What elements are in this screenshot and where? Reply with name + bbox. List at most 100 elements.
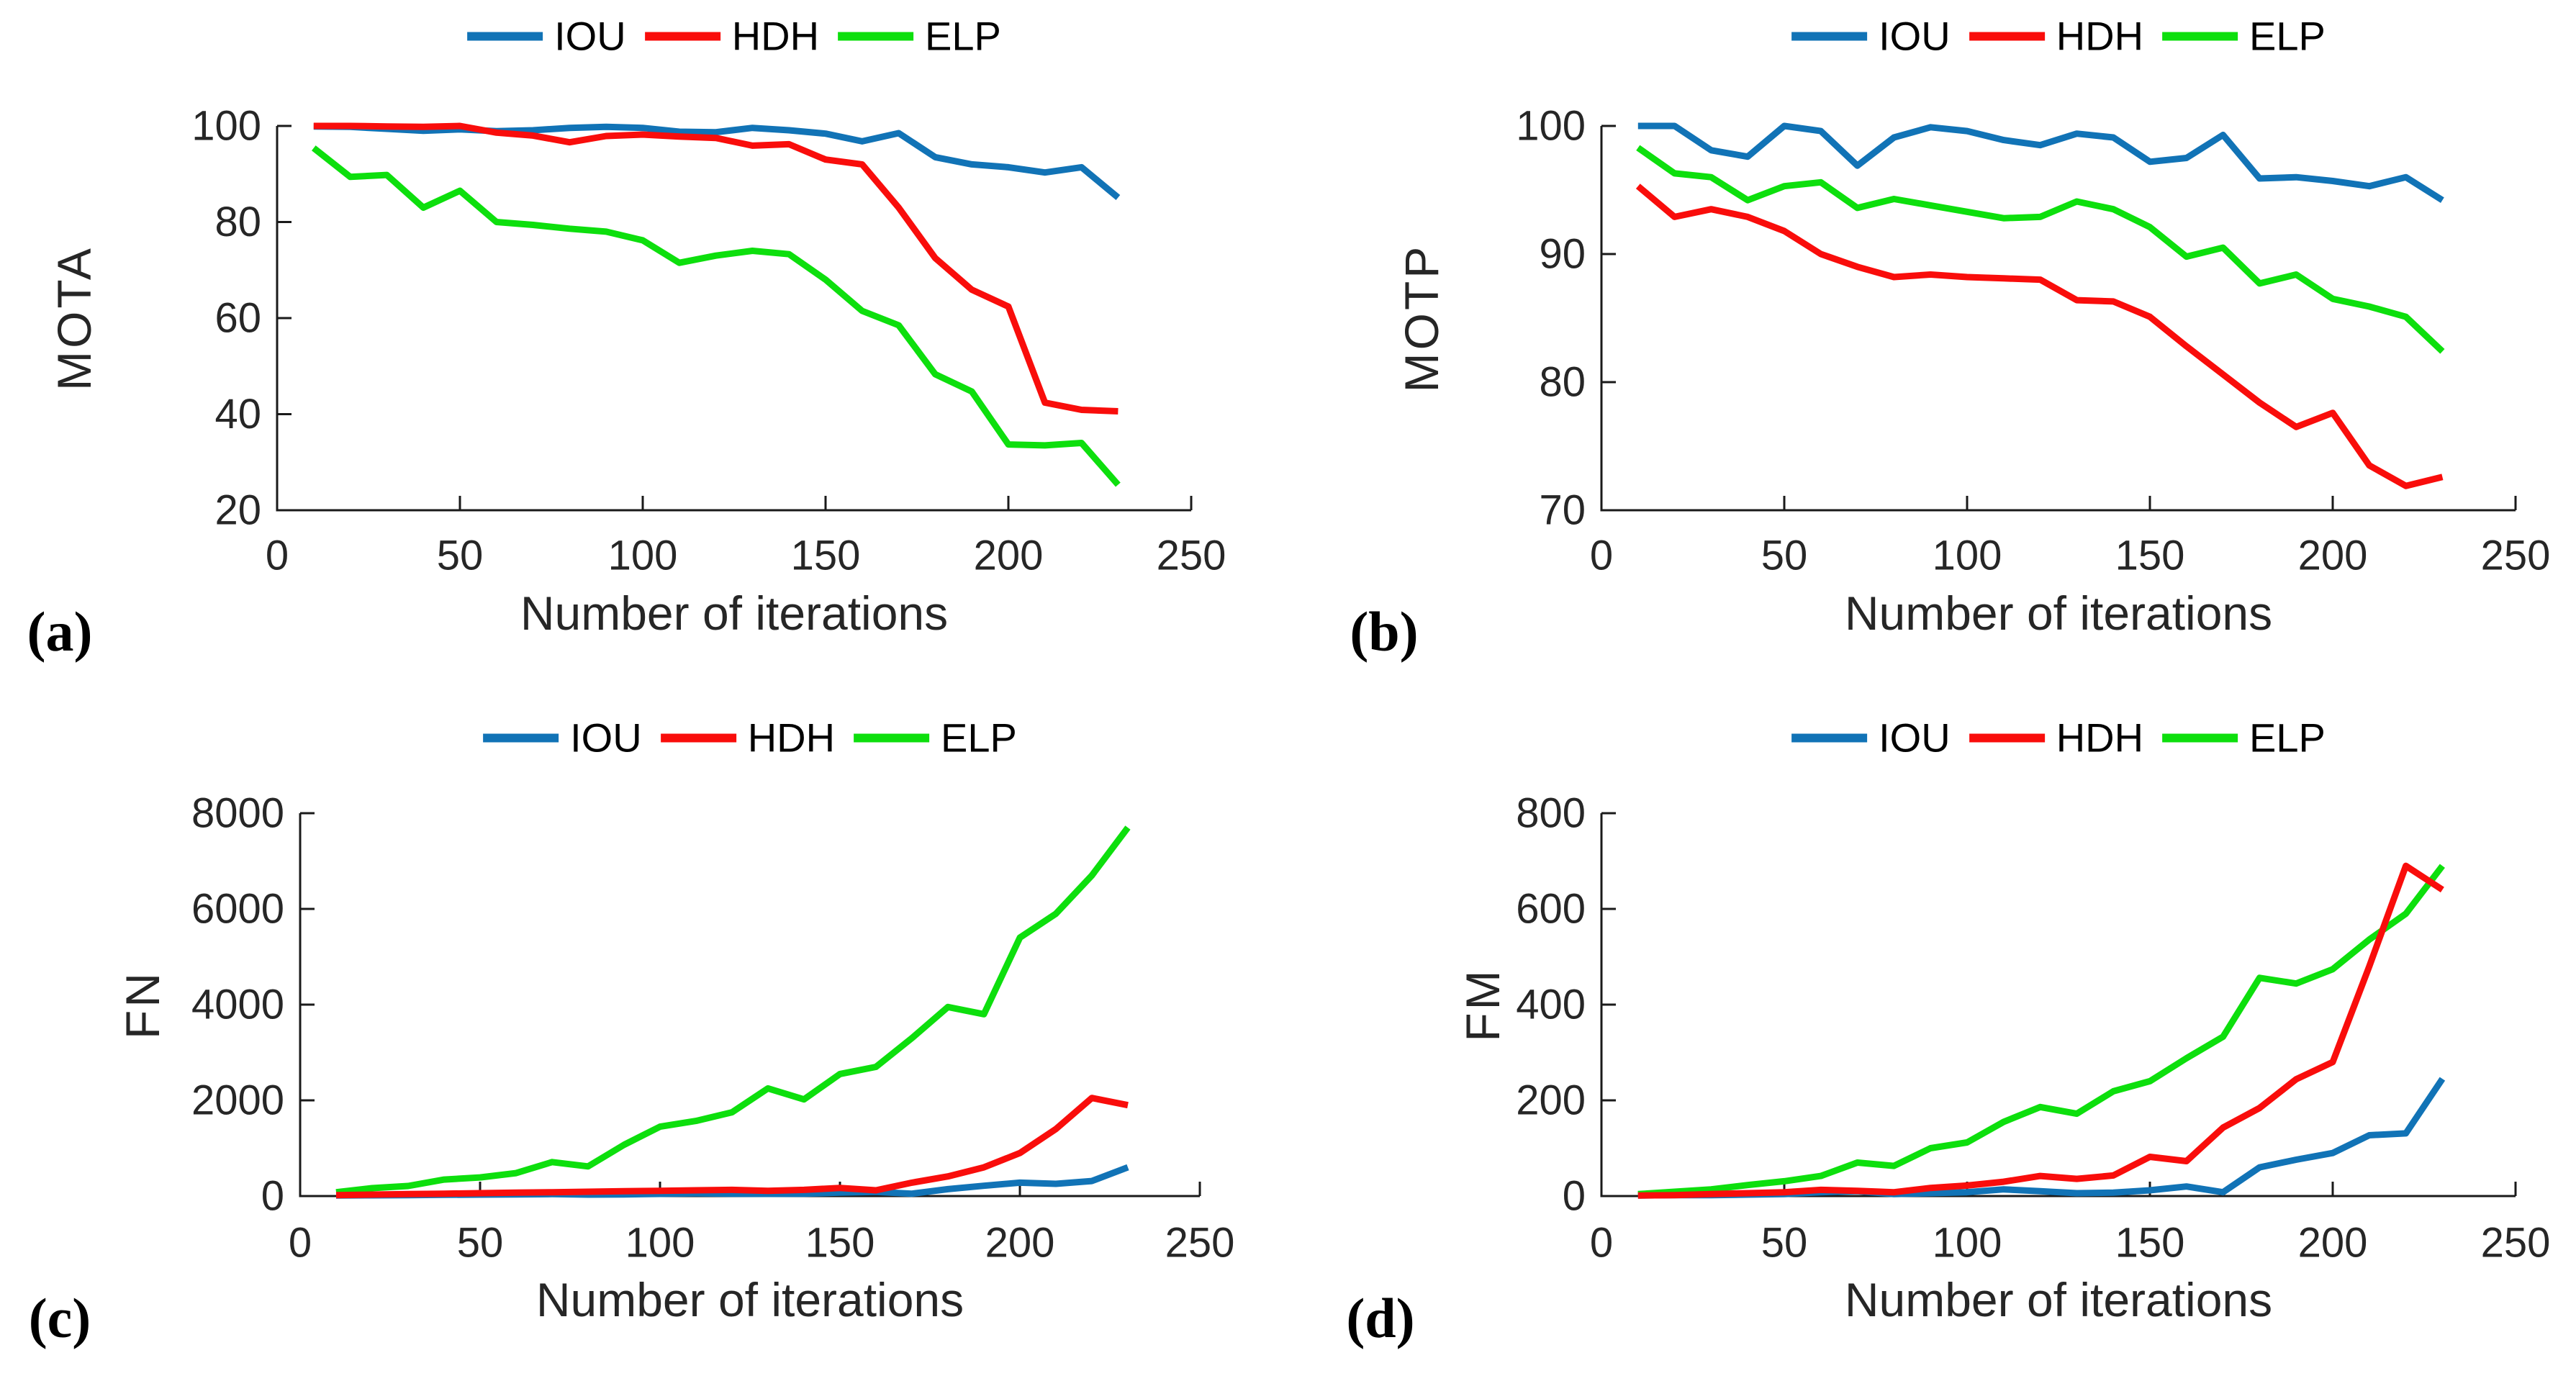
series-line-elp — [312, 145, 1121, 487]
y-axis-label: FM — [1456, 967, 1509, 1042]
legend-item-iou: IOU — [1791, 715, 1951, 761]
y-axis-tick-label: 100 — [1516, 103, 1586, 150]
series-line-hdh — [1637, 862, 2444, 1199]
y-axis-tick-label: 100 — [191, 103, 261, 150]
y-axis-tick-label: 600 — [1516, 886, 1586, 933]
x-axis-tick-label: 150 — [2115, 533, 2185, 579]
legend-item-elp: ELP — [2162, 715, 2326, 761]
x-axis-tick-label: 200 — [2298, 1220, 2368, 1267]
series-line-hdh — [1635, 184, 2444, 489]
y-axis-tick-label: 60 — [214, 295, 261, 342]
chart-legend: IOU HDH ELP — [483, 715, 1017, 761]
legend-label: IOU — [570, 715, 642, 761]
x-axis-tick-label: 50 — [437, 533, 484, 579]
x-axis-label: Number of iterations — [535, 1273, 964, 1326]
legend-item-hdh: HDH — [660, 715, 836, 761]
x-axis-tick-label: 250 — [2481, 533, 2551, 579]
legend-label: HDH — [731, 13, 820, 59]
legend-swatch-iou — [483, 733, 559, 742]
x-axis-tick-label: 100 — [1933, 1220, 2002, 1267]
legend-label: HDH — [747, 715, 836, 761]
panel-letter: (d) — [1346, 1287, 1415, 1349]
x-axis-label: Number of iterations — [1844, 1273, 2273, 1326]
legend-label: ELP — [2249, 715, 2326, 761]
legend-swatch-hdh — [644, 32, 720, 40]
legend-item-elp: ELP — [838, 13, 1001, 60]
legend-item-iou: IOU — [467, 13, 626, 60]
y-axis-label: FN — [116, 970, 169, 1039]
legend-swatch-iou — [467, 32, 543, 40]
x-axis-tick-label: 100 — [625, 1220, 695, 1267]
y-axis-tick-label: 2000 — [191, 1077, 284, 1124]
x-axis-label: Number of iterations — [520, 587, 949, 640]
legend-item-iou: IOU — [483, 715, 642, 761]
legend-swatch-hdh — [660, 733, 736, 742]
x-axis-tick-label: 100 — [608, 533, 678, 579]
legend-swatch-iou — [1791, 733, 1868, 742]
x-axis-tick-label: 250 — [2481, 1220, 2551, 1267]
x-axis-tick-label: 150 — [2115, 1220, 2185, 1267]
y-axis-tick-label: 4000 — [191, 982, 284, 1028]
legend-label: IOU — [1879, 715, 1951, 761]
chart-legend: IOU HDH ELP — [1791, 715, 2326, 761]
y-axis-tick-label: 0 — [261, 1173, 284, 1220]
legend-swatch-iou — [1791, 32, 1868, 40]
y-axis-tick-label: 70 — [1539, 487, 1586, 534]
x-axis-tick-label: 0 — [266, 533, 289, 579]
y-axis-label: MOTA — [48, 245, 101, 391]
legend-swatch-elp — [2162, 733, 2238, 742]
series-line-iou — [1637, 122, 2444, 204]
x-axis-tick-label: 0 — [1590, 1220, 1613, 1267]
legend-swatch-elp — [838, 32, 914, 40]
chart-legend: IOU HDH ELP — [467, 13, 1001, 60]
chart-legend: IOU HDH ELP — [1791, 13, 2326, 60]
x-axis-tick-label: 0 — [289, 1220, 312, 1267]
legend-label: ELP — [925, 13, 1001, 59]
legend-swatch-hdh — [1969, 733, 2045, 742]
series-line-elp — [1637, 864, 2445, 1197]
y-axis-tick-label: 400 — [1516, 982, 1586, 1028]
y-axis-tick-label: 80 — [214, 199, 261, 245]
axis-spines — [299, 813, 1200, 1197]
legend-item-elp: ELP — [854, 715, 1017, 761]
panel-letter: (b) — [1350, 600, 1419, 663]
y-axis-tick-label: 90 — [1539, 231, 1586, 278]
x-axis-tick-label: 200 — [2298, 533, 2368, 579]
x-axis-tick-label: 50 — [1761, 533, 1808, 579]
y-axis-tick-label: 40 — [214, 391, 261, 438]
legend-item-hdh: HDH — [1969, 715, 2143, 761]
series-line-elp — [1636, 145, 2445, 354]
legend-item-hdh: HDH — [644, 13, 820, 60]
series-line-hdh — [313, 122, 1118, 415]
x-axis-tick-label: 200 — [974, 533, 1044, 579]
legend-item-hdh: HDH — [1969, 13, 2143, 60]
legend-swatch-elp — [2162, 32, 2238, 40]
x-axis-tick-label: 100 — [1933, 533, 2002, 579]
x-axis-tick-label: 150 — [805, 1220, 875, 1267]
x-axis-tick-label: 200 — [985, 1220, 1055, 1267]
series-line-elp — [335, 825, 1131, 1196]
y-axis-tick-label: 0 — [1563, 1173, 1586, 1220]
legend-label: IOU — [554, 13, 626, 59]
x-axis-label: Number of iterations — [1844, 587, 2273, 640]
panel-letter: (c) — [28, 1287, 91, 1349]
legend-label: HDH — [2056, 13, 2144, 59]
legend-label: ELP — [2249, 13, 2326, 59]
y-axis-tick-label: 200 — [1516, 1077, 1586, 1124]
series-line-hdh — [335, 1095, 1129, 1199]
y-axis-tick-label: 800 — [1516, 790, 1586, 837]
y-axis-tick-label: 20 — [214, 487, 261, 534]
axis-spines — [276, 126, 1191, 512]
x-axis-tick-label: 0 — [1590, 533, 1613, 579]
legend-item-iou: IOU — [1791, 13, 1951, 60]
y-axis-label: MOTP — [1395, 243, 1448, 393]
x-axis-tick-label: 250 — [1157, 533, 1226, 579]
legend-item-elp: ELP — [2162, 13, 2326, 60]
x-axis-tick-label: 50 — [1761, 1220, 1808, 1267]
panel-letter: (a) — [27, 600, 93, 663]
series-line-iou — [313, 123, 1121, 200]
x-axis-tick-label: 150 — [791, 533, 861, 579]
y-axis-tick-label: 6000 — [191, 886, 284, 933]
